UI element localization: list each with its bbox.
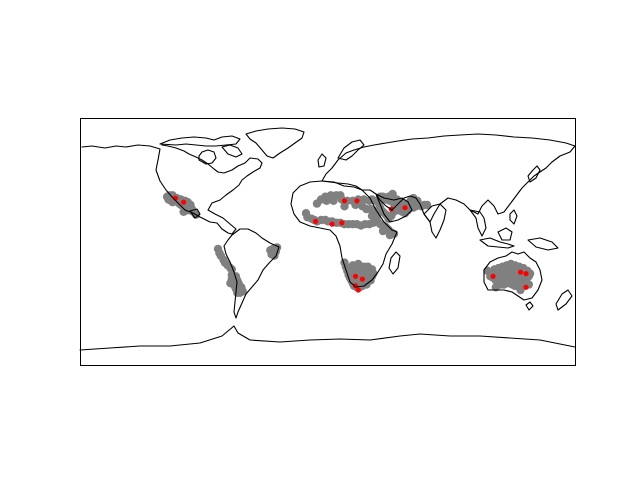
arid-region-points [162, 189, 535, 297]
coastline-india [423, 203, 447, 239]
coastline-baffin [221, 144, 243, 158]
points-layer [162, 189, 535, 297]
gray-point [513, 277, 522, 286]
coastline-australia [483, 251, 543, 301]
coastline-hudson-bay [198, 149, 217, 165]
coastline-eurasia [321, 133, 576, 223]
gray-point [491, 283, 500, 292]
coastline-japan [527, 165, 541, 183]
coastline-mexico-gulf [189, 208, 201, 219]
coastline-new-guinea [527, 237, 559, 251]
coastlines [79, 127, 576, 351]
coastline-greenland [245, 127, 305, 159]
map-background [80, 118, 576, 366]
coastline-madagascar [388, 251, 401, 275]
red-point [402, 205, 408, 211]
coastline-indonesia [479, 237, 515, 249]
gray-point [322, 196, 331, 205]
coastline-south-america [223, 228, 280, 319]
red-point [341, 198, 348, 204]
gray-point [378, 226, 388, 236]
map-frame [80, 118, 576, 366]
red-point [490, 273, 496, 279]
red-point [313, 218, 319, 224]
coastline-north-america [81, 144, 263, 235]
coastline-arabia [375, 193, 413, 223]
red-point [352, 273, 359, 279]
red-point [355, 287, 361, 293]
coastline-tasmania [525, 301, 534, 311]
red-point [354, 198, 360, 204]
red-point [329, 221, 335, 227]
coastline-philippines [509, 209, 518, 225]
red-point [523, 271, 529, 277]
coastline-antarctica [79, 325, 576, 351]
coastline-africa [290, 180, 398, 288]
gray-point [329, 196, 338, 205]
coastline-scandinavia [337, 139, 365, 161]
coastline-borneo [497, 227, 513, 241]
red-point [517, 269, 524, 275]
gray-point [340, 202, 349, 211]
red-point [523, 284, 529, 290]
gray-point [233, 288, 242, 297]
gray-point [422, 200, 432, 210]
red-point [181, 199, 187, 205]
coastline-british-isles [317, 153, 327, 168]
coastline-arctic-islands [159, 135, 241, 147]
red-point [339, 220, 345, 226]
gray-point [516, 285, 525, 295]
gray-point [385, 230, 395, 240]
coastline-new-zealand [555, 289, 573, 311]
coastline-southeast-asia [469, 209, 487, 237]
red-point [359, 276, 365, 282]
gray-point [266, 246, 275, 255]
